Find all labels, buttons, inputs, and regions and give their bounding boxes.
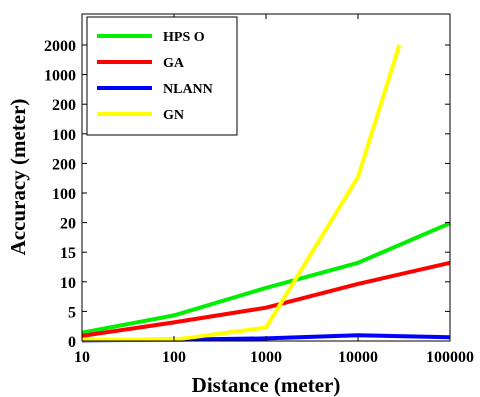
y-tick-label: 200 (52, 156, 76, 173)
x-axis-title: Distance (meter) (192, 373, 341, 397)
legend-label-ga: GA (163, 56, 185, 71)
y-tick-label: 15 (60, 245, 76, 262)
x-tick-label: 1000 (250, 349, 282, 366)
x-tick-label: 100 (162, 349, 186, 366)
x-tick-label: 100000 (426, 349, 474, 366)
legend-items: HPS O GA NLANN GN (97, 30, 213, 123)
y-tick-label: 200 (52, 97, 76, 114)
y-tick-label: 100 (52, 186, 76, 203)
series-line-ga (81, 260, 451, 338)
x-tick-label: 10000 (338, 349, 378, 366)
axis-layer: 10 100 1000 10000 100000 0 5 10 15 20 100 200 100 200… (44, 14, 474, 366)
y-tick-label: 5 (68, 304, 76, 321)
y-tick-label: 0 (68, 334, 76, 351)
legend: HPS O GA NLANN GN (86, 16, 238, 136)
x-tick-label: 10 (74, 349, 90, 366)
y-axis-title: Accuracy (meter) (6, 99, 30, 256)
series-line-gn (82, 44, 402, 342)
legend-label-nlann: NLANN (163, 82, 213, 97)
series-line-hpso (81, 221, 451, 335)
y-tick-label: 10 (60, 275, 76, 292)
y-tick-label: 20 (60, 216, 76, 233)
y-tick-label: 100 (52, 127, 76, 144)
legend-label-gn: GN (163, 108, 184, 123)
legend-label-hpso: HPS O (163, 30, 205, 45)
y-tick-label: 1000 (44, 68, 76, 85)
y-tick-label: 2000 (44, 38, 76, 55)
